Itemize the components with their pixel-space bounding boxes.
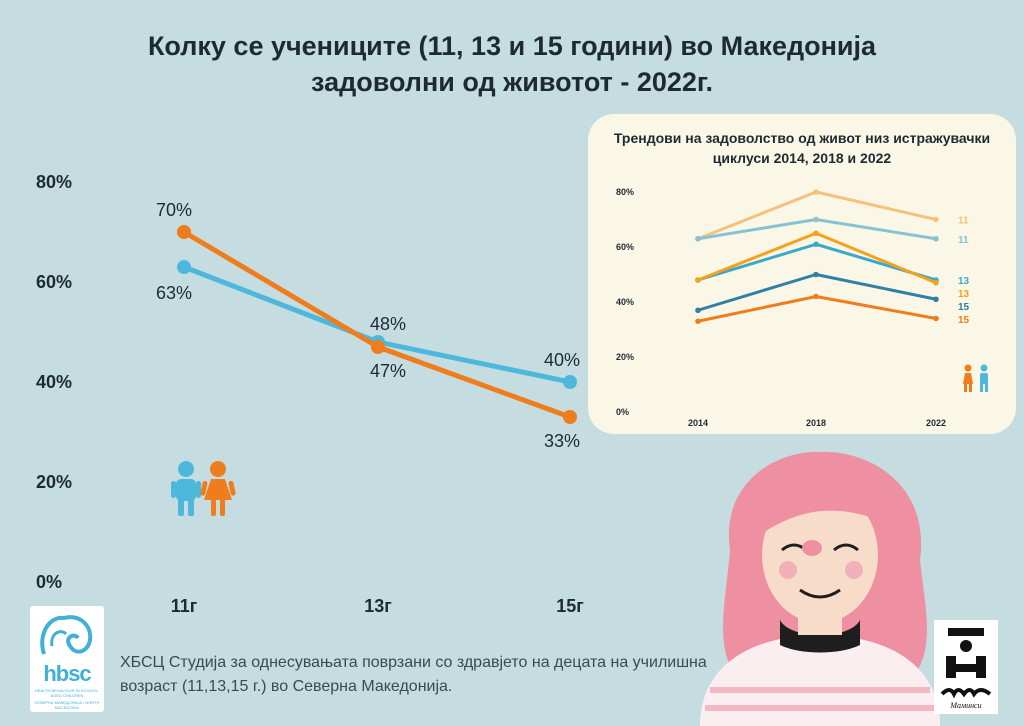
data-label: 48% [370, 314, 406, 334]
y-tick-label: 60% [36, 272, 72, 292]
inset-x-tick-label: 2022 [926, 418, 946, 428]
data-label: 63% [156, 283, 192, 303]
data-label: 33% [544, 431, 580, 451]
boy-icon [171, 461, 201, 516]
data-point [563, 375, 577, 389]
partner-logo-text: Маминси [949, 701, 981, 710]
inset-data-point [813, 216, 819, 223]
inset-data-point [695, 277, 701, 283]
inset-data-point [933, 296, 939, 303]
inset-x-tick-label: 2014 [688, 418, 708, 428]
inset-y-tick-label: 80% [616, 187, 634, 197]
x-tick-label: 15г [556, 596, 584, 616]
inset-data-point [813, 230, 819, 237]
inset-series-line [697, 273, 937, 312]
inset-data-point [933, 235, 939, 242]
inset-data-point [695, 318, 701, 325]
inset-y-tick-label: 60% [616, 242, 634, 252]
inset-data-point [933, 216, 939, 223]
data-label: 40% [544, 350, 580, 370]
inset-x-tick-label: 2018 [806, 418, 826, 428]
y-tick-label: 40% [36, 372, 72, 392]
inset-series-label: 13 [958, 276, 970, 287]
hbsc-logo-text: hbsc [43, 661, 91, 686]
y-tick-label: 0% [36, 572, 62, 592]
hbsc-logo: hbsc HEALTH BEHAVIOUR IN SCHOOL-AGED CHI… [30, 606, 104, 712]
data-point [563, 410, 577, 424]
inset-series-label: 15 [958, 315, 970, 326]
inset-data-point [933, 315, 939, 322]
inset-data-point [813, 241, 819, 248]
data-point [371, 340, 385, 354]
girl-icon [200, 461, 236, 516]
inset-series-label: 15 [958, 302, 970, 313]
x-tick-label: 13г [364, 596, 392, 616]
main-line-chart: 80% 60% 40% 20% 0% 11г 13г 15г 63% 48% 40% 70% 47%… [36, 172, 584, 616]
data-label: 47% [370, 361, 406, 381]
trend-title: Трендови на задоволство од живот низ ист… [613, 130, 991, 166]
inset-data-point [813, 189, 819, 195]
y-tick-label: 20% [36, 472, 72, 492]
trend-card: 80% 60% 40% 20% 0% 2014 2018 2022 11 11 13 13 15 15… [588, 114, 1016, 434]
footer-source: ХБСЦ Студија за однесувањата поврзани со… [120, 654, 707, 695]
hbsc-logo-subtitle: HEALTH BEHAVIOUR IN SCHOOL-AGED CHILDREN [34, 688, 100, 698]
data-point [177, 260, 191, 274]
page-title: Колку се учениците (11, 13 и 15 години) … [147, 31, 877, 97]
inset-series-label: 13 [958, 289, 970, 300]
inset-series-label: 11 [958, 216, 969, 227]
inset-y-tick-label: 0% [616, 407, 629, 417]
x-tick-label: 11г [171, 596, 198, 616]
kids-icon [963, 364, 988, 392]
trend-line-chart: 80% 60% 40% 20% 0% 2014 2018 2022 11 11 13 13 15 15 [616, 187, 988, 428]
hbsc-logo-country: СЕВЕРНА МАКЕДОНИЈА / NORTH MACEDONIA [34, 700, 100, 710]
inset-data-point [695, 235, 701, 242]
data-label: 70% [156, 200, 192, 220]
inset-series-label: 11 [958, 235, 969, 246]
hbsc-emblem-icon [40, 615, 93, 655]
inset-data-point [813, 271, 819, 278]
inset-data-point [695, 307, 701, 314]
inset-data-point [933, 279, 939, 286]
y-tick-label: 80% [36, 172, 72, 192]
inset-y-tick-label: 20% [616, 352, 634, 362]
girl-illustration [700, 451, 940, 726]
inset-data-point [813, 293, 819, 300]
data-point [177, 225, 191, 239]
inset-y-tick-label: 40% [616, 297, 634, 307]
partner-logo: Маминси [934, 620, 998, 714]
